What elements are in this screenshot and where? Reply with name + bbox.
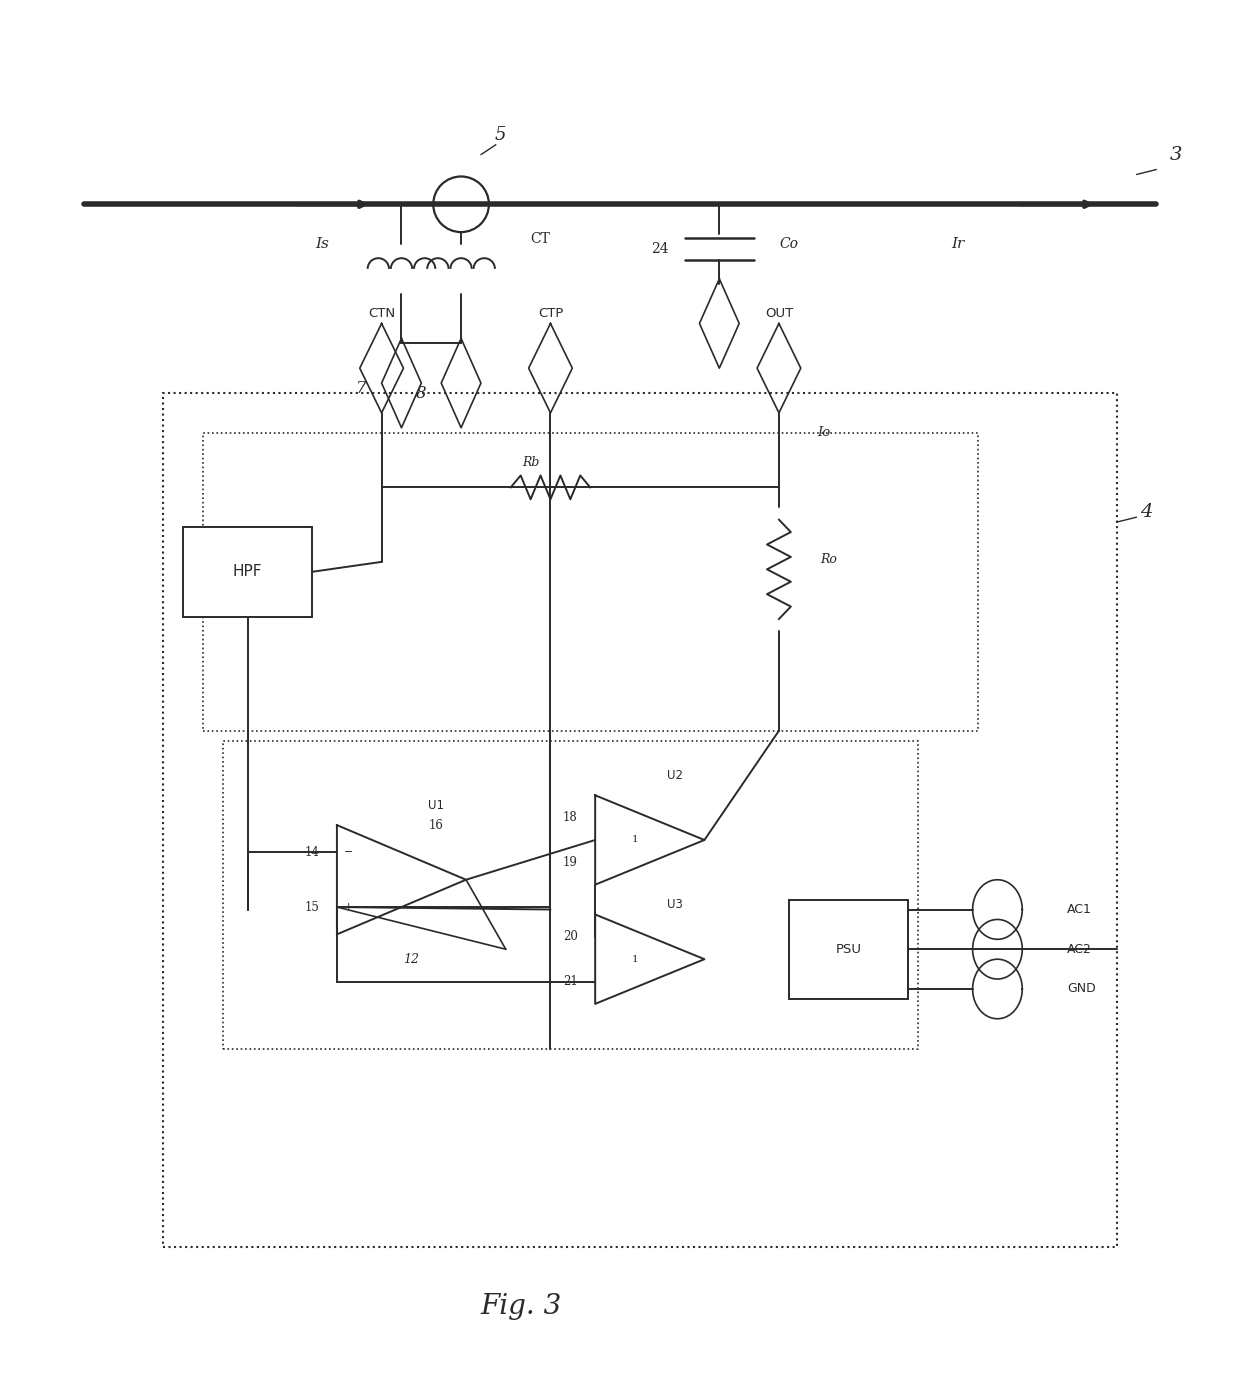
Text: CT: CT	[531, 232, 551, 246]
Text: 14: 14	[305, 847, 320, 859]
Text: Fig. 3: Fig. 3	[480, 1294, 562, 1320]
Text: U1: U1	[428, 798, 444, 812]
Text: U3: U3	[667, 898, 682, 911]
Text: 8: 8	[417, 384, 427, 402]
Text: 18: 18	[563, 811, 578, 824]
Text: CTN: CTN	[368, 307, 396, 320]
Text: PSU: PSU	[836, 943, 862, 956]
Text: 5: 5	[495, 126, 507, 144]
Text: 7: 7	[356, 380, 367, 396]
Text: 3: 3	[1171, 145, 1183, 163]
Text: 21: 21	[563, 975, 578, 987]
Text: HPF: HPF	[233, 565, 263, 579]
Text: OUT: OUT	[765, 307, 794, 320]
Text: 19: 19	[563, 856, 578, 869]
Text: 1: 1	[631, 836, 639, 845]
Text: Is: Is	[315, 238, 329, 251]
Text: AC2: AC2	[1066, 943, 1092, 956]
Text: GND: GND	[1066, 982, 1096, 996]
Text: Ir: Ir	[951, 238, 965, 251]
Text: 12: 12	[403, 953, 419, 965]
Bar	[223, 740, 918, 1048]
Text: U2: U2	[667, 769, 683, 782]
Text: Ro: Ro	[820, 552, 837, 566]
Text: +: +	[345, 902, 353, 911]
Text: CTP: CTP	[538, 307, 563, 320]
Bar	[789, 899, 908, 998]
Text: 24: 24	[651, 242, 668, 255]
Bar	[184, 528, 312, 616]
Text: 15: 15	[305, 900, 320, 914]
Text: AC1: AC1	[1066, 903, 1092, 916]
Text: Io: Io	[817, 427, 831, 439]
Text: −: −	[345, 848, 353, 858]
Text: 20: 20	[563, 931, 578, 943]
Text: Co: Co	[780, 238, 799, 251]
Text: 1: 1	[631, 954, 639, 964]
Text: 16: 16	[429, 819, 444, 831]
Text: 4: 4	[1141, 503, 1153, 521]
Bar	[164, 394, 1117, 1247]
Bar	[203, 432, 977, 731]
Text: Rb: Rb	[522, 456, 539, 470]
